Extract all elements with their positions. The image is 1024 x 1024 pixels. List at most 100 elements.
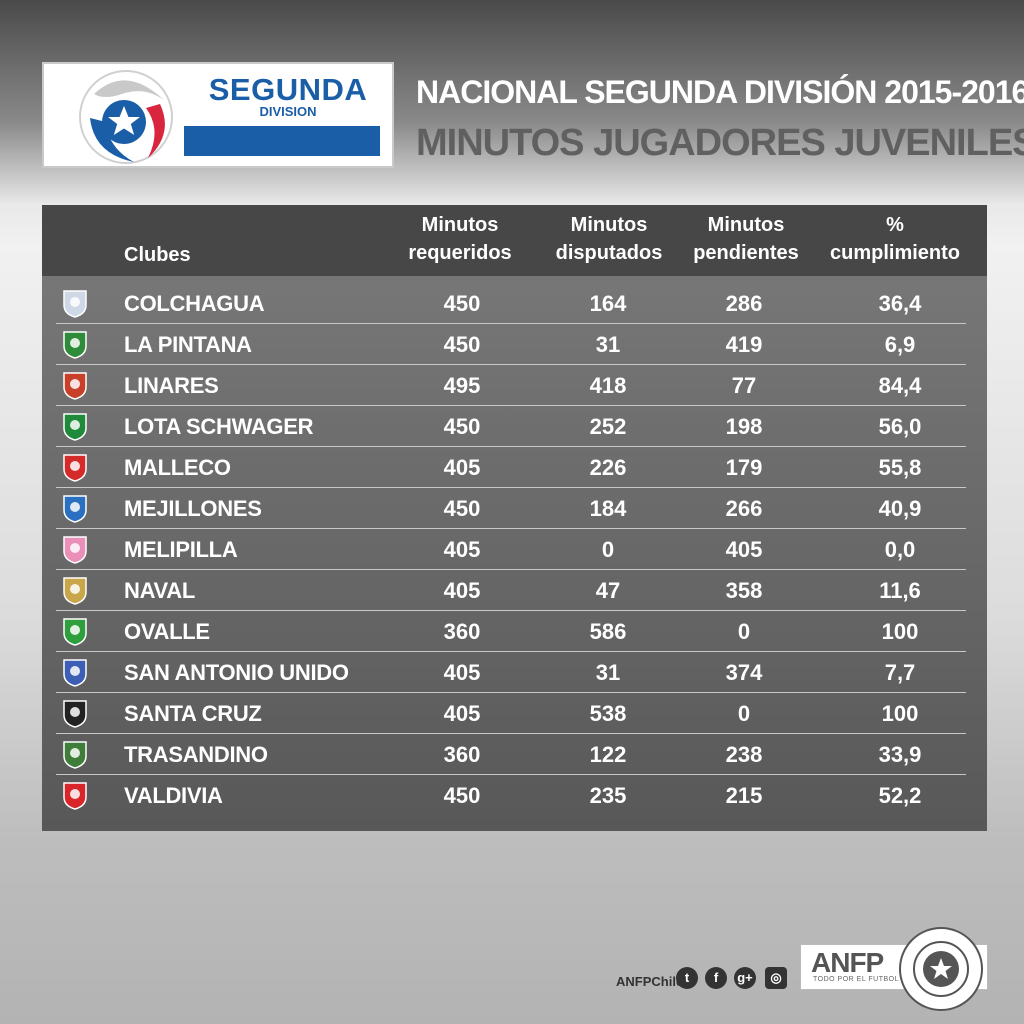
minutos-pendientes: 266 bbox=[725, 496, 763, 521]
porcentaje-cumplimiento: 100 bbox=[881, 619, 919, 644]
porcentaje-cumplimiento: 7,7 bbox=[884, 660, 916, 685]
club-crest-icon bbox=[63, 741, 87, 769]
minutos-pendientes: 238 bbox=[725, 742, 763, 767]
club-name: COLCHAGUA bbox=[124, 291, 265, 316]
segunda-division-emblem-icon bbox=[79, 70, 173, 164]
page-title: NACIONAL SEGUNDA DIVISIÓN 2015-2016 bbox=[416, 74, 1024, 110]
minutos-requeridos: 405 bbox=[443, 537, 481, 562]
club-crest-icon bbox=[63, 413, 87, 441]
table-row: TRASANDINO 360 122 238 33,9 bbox=[56, 734, 966, 775]
google-plus-icon[interactable]: g+ bbox=[734, 967, 756, 989]
club-name: MELIPILLA bbox=[124, 537, 238, 562]
table-row: LA PINTANA 450 31 419 6,9 bbox=[56, 324, 966, 365]
minutos-pendientes: 77 bbox=[731, 373, 757, 398]
instagram-icon[interactable]: ◎ bbox=[765, 967, 787, 989]
club-name: NAVAL bbox=[124, 578, 196, 603]
col-header-cumplimiento: % cumplimiento bbox=[829, 214, 960, 264]
table-row: SANTA CRUZ 405 538 0 100 bbox=[56, 693, 966, 734]
porcentaje-cumplimiento: 56,0 bbox=[878, 414, 922, 439]
table-row: SAN ANTONIO UNIDO 405 31 374 7,7 bbox=[56, 652, 966, 693]
club-name: LA PINTANA bbox=[124, 332, 252, 357]
minutos-pendientes: 179 bbox=[725, 455, 763, 480]
anfp-wordmark: ANFP bbox=[811, 947, 884, 978]
porcentaje-cumplimiento: 55,8 bbox=[878, 455, 922, 480]
minutos-requeridos: 360 bbox=[443, 742, 481, 767]
club-name: LINARES bbox=[124, 373, 219, 398]
minutos-requeridos: 450 bbox=[443, 496, 481, 521]
club-crest-icon bbox=[63, 782, 87, 810]
col-header-requeridos: Minutos requeridos bbox=[408, 214, 512, 264]
club-crest-icon bbox=[63, 577, 87, 605]
minutos-requeridos: 405 bbox=[443, 701, 481, 726]
federacion-seal-icon bbox=[899, 927, 983, 1011]
porcentaje-cumplimiento: 33,9 bbox=[878, 742, 922, 767]
table-row: COLCHAGUA 450 164 286 36,4 bbox=[56, 283, 966, 324]
club-name: MALLECO bbox=[124, 455, 231, 480]
porcentaje-cumplimiento: 0,0 bbox=[884, 537, 916, 562]
minutos-requeridos: 450 bbox=[443, 291, 481, 316]
club-crest-icon bbox=[63, 290, 87, 318]
club-crest-icon bbox=[63, 659, 87, 687]
minutos-disputados: 164 bbox=[589, 291, 627, 316]
minutos-pendientes: 198 bbox=[725, 414, 763, 439]
club-name: MEJILLONES bbox=[124, 496, 262, 521]
table-row: MALLECO 405 226 179 55,8 bbox=[56, 447, 966, 488]
club-name: LOTA SCHWAGER bbox=[124, 414, 314, 439]
minutos-requeridos: 450 bbox=[443, 332, 481, 357]
minutos-disputados: 122 bbox=[589, 742, 627, 767]
twitter-icon[interactable]: t bbox=[676, 967, 698, 989]
minutos-requeridos: 450 bbox=[443, 414, 481, 439]
porcentaje-cumplimiento: 84,4 bbox=[878, 373, 922, 398]
porcentaje-cumplimiento: 52,2 bbox=[878, 783, 922, 808]
logo-blue-bar bbox=[184, 126, 380, 156]
minutos-requeridos: 360 bbox=[443, 619, 481, 644]
table-row: LOTA SCHWAGER 450 252 198 56,0 bbox=[56, 406, 966, 447]
page-subtitle: MINUTOS JUGADORES JUVENILES bbox=[416, 122, 1024, 164]
porcentaje-cumplimiento: 40,9 bbox=[878, 496, 922, 521]
club-crest-icon bbox=[63, 536, 87, 564]
minutos-requeridos: 450 bbox=[443, 783, 481, 808]
club-crest-icon bbox=[63, 700, 87, 728]
table-row: NAVAL 405 47 358 11,6 bbox=[56, 570, 966, 611]
minutos-requeridos: 405 bbox=[443, 578, 481, 603]
porcentaje-cumplimiento: 6,9 bbox=[884, 332, 916, 357]
minutos-disputados: 0 bbox=[601, 537, 615, 562]
minutos-pendientes: 0 bbox=[737, 701, 751, 726]
table-header: Clubes Minutos requeridos Minutos disputad… bbox=[42, 205, 987, 276]
club-crest-icon bbox=[63, 495, 87, 523]
porcentaje-cumplimiento: 36,4 bbox=[878, 291, 922, 316]
club-name: SAN ANTONIO UNIDO bbox=[124, 660, 349, 685]
club-crest-icon bbox=[63, 372, 87, 400]
minutos-pendientes: 358 bbox=[725, 578, 763, 603]
table-row: LINARES 495 418 77 84,4 bbox=[56, 365, 966, 406]
stats-table: Clubes Minutos requeridos Minutos disputad… bbox=[42, 205, 987, 831]
minutos-disputados: 235 bbox=[589, 783, 627, 808]
table-row: OVALLE 360 586 0 100 bbox=[56, 611, 966, 652]
minutos-pendientes: 419 bbox=[725, 332, 763, 357]
table-row: MELIPILLA 405 0 405 0,0 bbox=[56, 529, 966, 570]
minutos-pendientes: 405 bbox=[725, 537, 763, 562]
club-name: OVALLE bbox=[124, 619, 210, 644]
segunda-division-logo: SEGUNDA DIVISION bbox=[42, 62, 394, 168]
col-header-pendientes: Minutos pendientes bbox=[693, 214, 799, 264]
facebook-icon[interactable]: f bbox=[705, 967, 727, 989]
minutos-disputados: 538 bbox=[589, 701, 627, 726]
club-name: SANTA CRUZ bbox=[124, 701, 262, 726]
minutos-pendientes: 374 bbox=[725, 660, 763, 685]
logo-subword: DIVISION bbox=[259, 104, 317, 119]
minutos-pendientes: 215 bbox=[725, 783, 763, 808]
minutos-disputados: 184 bbox=[589, 496, 627, 521]
minutos-requeridos: 405 bbox=[443, 455, 481, 480]
minutos-disputados: 31 bbox=[595, 660, 621, 685]
minutos-requeridos: 405 bbox=[443, 660, 481, 685]
club-crest-icon bbox=[63, 618, 87, 646]
minutos-requeridos: 495 bbox=[443, 373, 481, 398]
minutos-disputados: 226 bbox=[589, 455, 627, 480]
minutos-pendientes: 286 bbox=[725, 291, 763, 316]
minutos-disputados: 252 bbox=[589, 414, 627, 439]
col-header-disputados: Minutos disputados bbox=[555, 214, 663, 264]
minutos-pendientes: 0 bbox=[737, 619, 751, 644]
minutos-disputados: 418 bbox=[589, 373, 627, 398]
minutos-disputados: 31 bbox=[595, 332, 621, 357]
logo-word: SEGUNDA bbox=[208, 72, 368, 107]
